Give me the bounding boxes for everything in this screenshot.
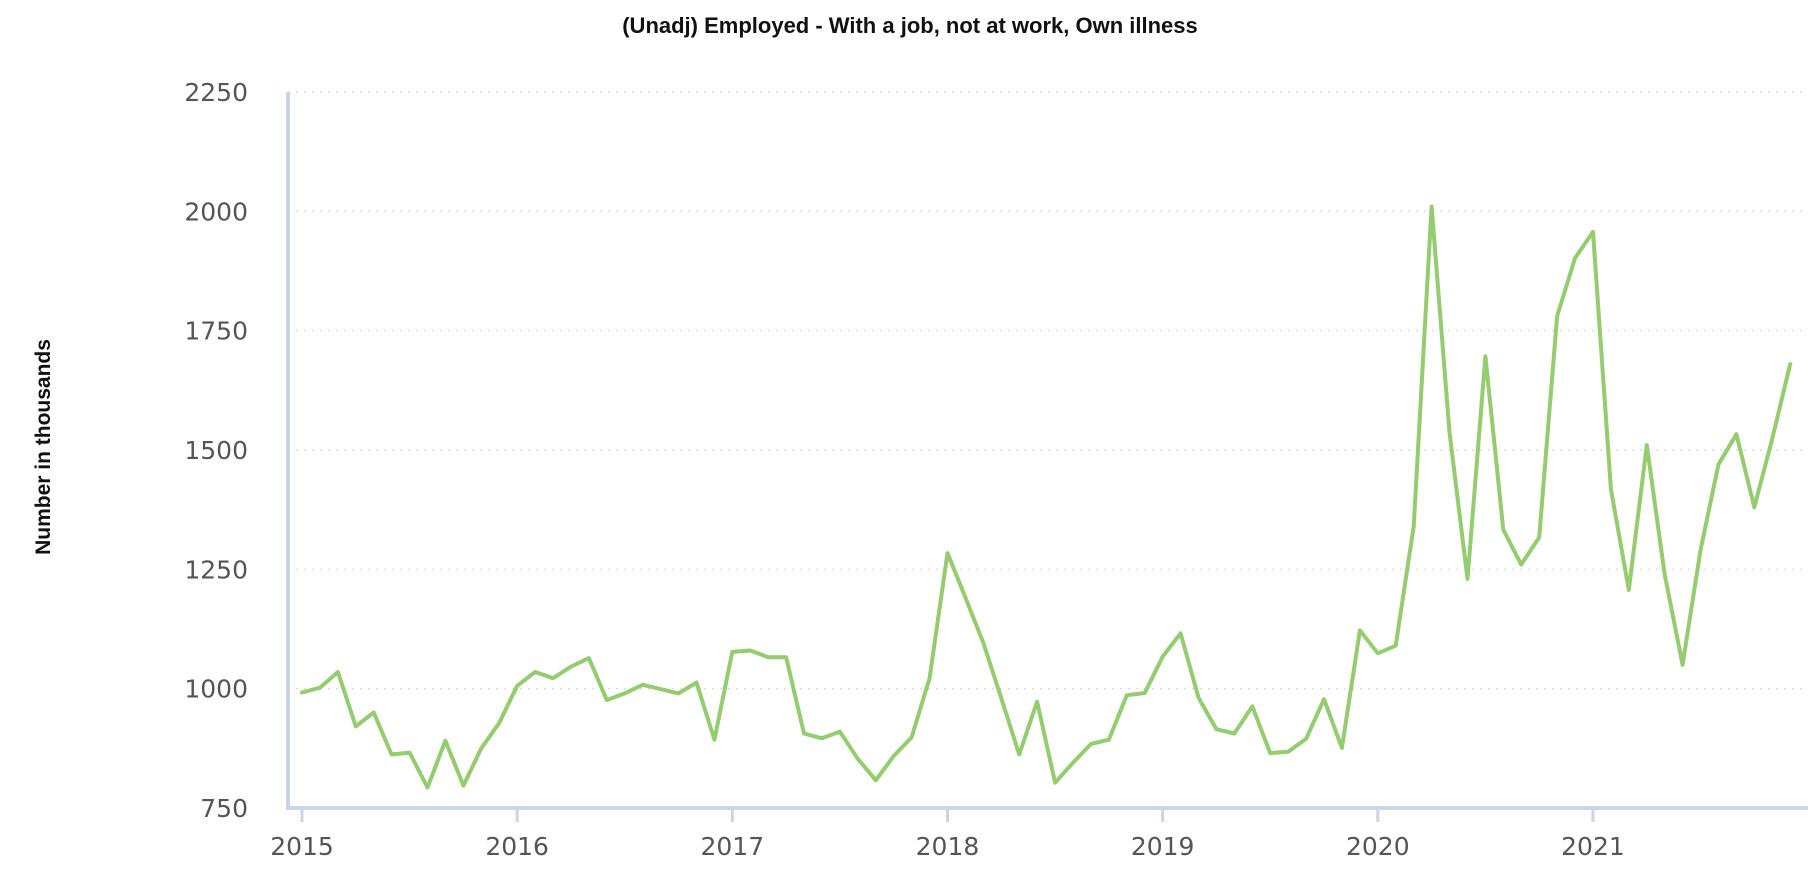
y-tick-label: 2250	[184, 78, 248, 107]
axes	[286, 92, 1808, 810]
x-tick-label: 2019	[1131, 832, 1195, 861]
y-tick-label: 1500	[184, 436, 248, 465]
series-line	[300, 204, 1793, 790]
gridlines	[288, 91, 1808, 690]
x-tick-label: 2018	[916, 832, 980, 861]
y-tick-labels: 750 1000 1250 1500 1750 2000 2250	[184, 78, 248, 823]
x-tick-label: 2020	[1346, 832, 1410, 861]
y-tick-label: 1750	[184, 317, 248, 346]
x-tick-labels: 2015 2016 2017 2018 2019 2020 2021	[270, 808, 1625, 861]
x-tick-label: 2017	[701, 832, 765, 861]
y-tick-label: 1250	[184, 555, 248, 584]
series	[300, 204, 1793, 790]
y-tick-label: 750	[200, 794, 248, 823]
x-tick-label: 2016	[485, 832, 549, 861]
chart-title: (Unadj) Employed - With a job, not at wo…	[622, 13, 1198, 38]
y-tick-label: 2000	[184, 197, 248, 226]
x-tick-label: 2015	[270, 832, 334, 861]
y-tick-label: 1000	[184, 675, 248, 704]
y-axis-label: Number in thousands	[32, 339, 55, 555]
x-tick-label: 2021	[1561, 832, 1625, 861]
